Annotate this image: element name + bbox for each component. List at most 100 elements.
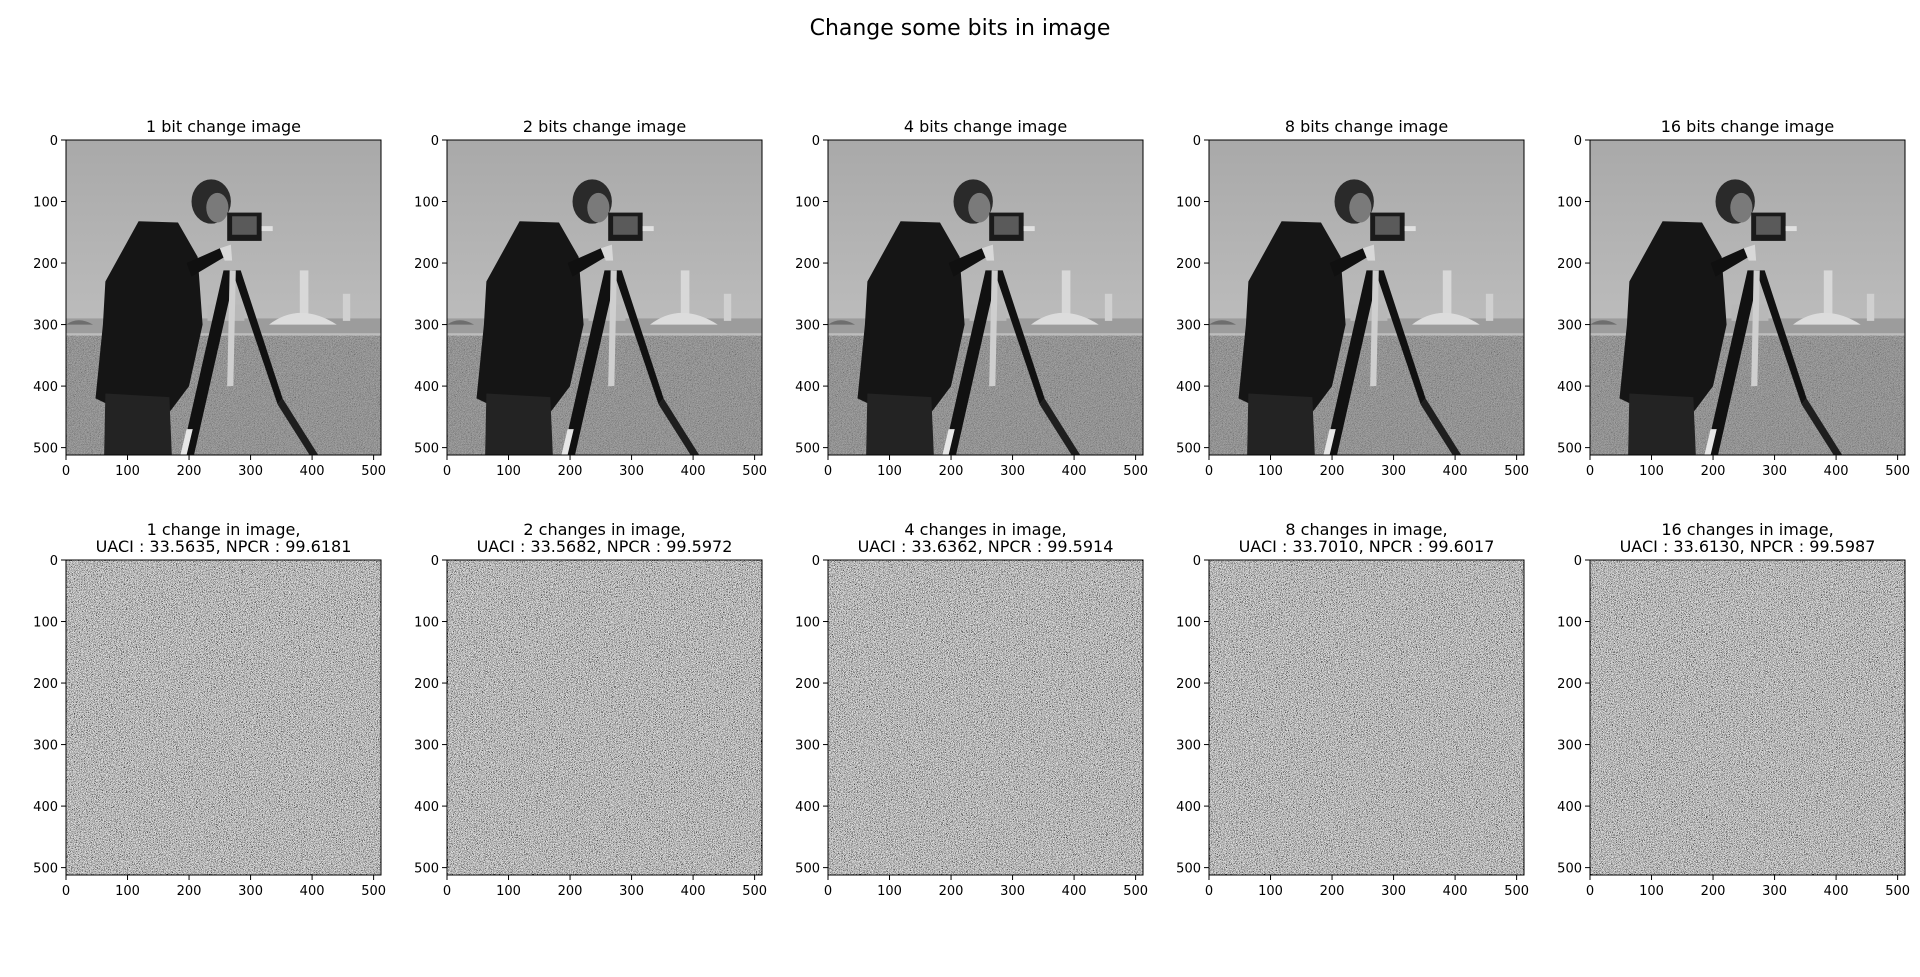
- y-tick-label: 100: [414, 616, 439, 631]
- x-tick-label: 500: [1123, 464, 1148, 479]
- y-tick-label: 300: [414, 319, 439, 334]
- y-tick-label: 300: [795, 319, 820, 334]
- panel-title: 8 changes in image,: [1285, 520, 1447, 539]
- y-tick-label: 200: [795, 677, 820, 692]
- y-tick-label: 200: [33, 257, 58, 272]
- x-tick-label: 200: [177, 464, 202, 479]
- image-panel-8: 0 100 200 300 400 500 0 100 200 300 400 500 4 change…: [795, 520, 1148, 899]
- y-tick-label: 500: [795, 862, 820, 877]
- panel-title: UACI : 33.5635, NPCR : 99.6181: [96, 537, 352, 556]
- x-tick-label: 200: [939, 464, 964, 479]
- y-tick-label: 300: [1557, 739, 1582, 754]
- x-tick-label: 400: [1443, 884, 1468, 899]
- y-tick-label: 0: [50, 554, 58, 569]
- axes-frame: [1208, 139, 1525, 456]
- y-tick-label: 0: [812, 554, 820, 569]
- y-tick-label: 0: [812, 134, 820, 149]
- y-tick-label: 500: [795, 442, 820, 457]
- y-tick-label: 0: [1574, 554, 1582, 569]
- x-tick-label: 300: [1762, 464, 1787, 479]
- x-tick-label: 200: [1320, 884, 1345, 899]
- axes-frame: [446, 139, 763, 456]
- y-tick-label: 200: [1557, 257, 1582, 272]
- x-tick-label: 200: [939, 884, 964, 899]
- y-tick-label: 100: [795, 196, 820, 211]
- axes-frame: [827, 559, 1144, 876]
- cameraman-image: [1209, 140, 1524, 455]
- x-tick-label: 200: [1701, 884, 1726, 899]
- axes-frame: [827, 139, 1144, 456]
- x-tick-label: 500: [361, 884, 386, 899]
- y-tick-label: 100: [1176, 616, 1201, 631]
- image-panel-6: 0 100 200 300 400 500 0 100 200 300 400 500 1 change…: [33, 520, 386, 899]
- y-tick-label: 0: [1193, 134, 1201, 149]
- x-tick-label: 500: [1885, 464, 1910, 479]
- y-tick-label: 0: [431, 134, 439, 149]
- y-tick-label: 500: [1176, 862, 1201, 877]
- axes-frame: [1208, 559, 1525, 876]
- x-tick-label: 100: [1639, 464, 1664, 479]
- y-tick-label: 300: [1557, 319, 1582, 334]
- y-tick-label: 100: [1176, 196, 1201, 211]
- panel-title: UACI : 33.6130, NPCR : 99.5987: [1620, 537, 1876, 556]
- y-tick-label: 300: [33, 319, 58, 334]
- y-tick-label: 100: [33, 616, 58, 631]
- y-tick-label: 300: [1176, 739, 1201, 754]
- figure-title: Change some bits in image: [809, 16, 1111, 41]
- x-tick-label: 500: [1504, 884, 1529, 899]
- x-tick-label: 0: [443, 464, 451, 479]
- x-tick-label: 400: [1443, 464, 1468, 479]
- x-tick-label: 100: [1258, 884, 1283, 899]
- y-tick-label: 500: [1557, 862, 1582, 877]
- x-tick-label: 300: [619, 464, 644, 479]
- x-tick-label: 400: [1824, 884, 1849, 899]
- x-tick-label: 100: [877, 884, 902, 899]
- x-tick-label: 100: [1639, 884, 1664, 899]
- noise-image: [66, 560, 381, 875]
- y-tick-label: 300: [33, 739, 58, 754]
- y-tick-label: 400: [1557, 380, 1582, 395]
- cameraman-image: [66, 140, 381, 455]
- x-tick-label: 0: [1205, 884, 1213, 899]
- x-tick-label: 0: [824, 884, 832, 899]
- y-tick-label: 500: [33, 442, 58, 457]
- axes-frame: [65, 559, 382, 876]
- y-tick-label: 0: [431, 554, 439, 569]
- x-tick-label: 300: [1762, 884, 1787, 899]
- x-tick-label: 100: [115, 464, 140, 479]
- cameraman-image: [828, 140, 1143, 455]
- x-tick-label: 100: [877, 464, 902, 479]
- y-tick-label: 400: [33, 800, 58, 815]
- panel-title: 2 changes in image,: [523, 520, 685, 539]
- panel-title: 16 changes in image,: [1661, 520, 1833, 539]
- axes-frame: [65, 139, 382, 456]
- image-panel-4: 0 100 200 300 400 500 0 100 200 300 400 500 8 bits c…: [1176, 117, 1529, 479]
- x-tick-label: 500: [1885, 884, 1910, 899]
- image-panel-7: 0 100 200 300 400 500 0 100 200 300 400 500 2 change…: [414, 520, 767, 899]
- x-tick-label: 300: [238, 884, 263, 899]
- panel-title: 1 bit change image: [146, 117, 301, 136]
- y-tick-label: 500: [33, 862, 58, 877]
- panel-title: UACI : 33.5682, NPCR : 99.5972: [477, 537, 733, 556]
- x-tick-label: 400: [300, 464, 325, 479]
- y-tick-label: 400: [795, 380, 820, 395]
- y-tick-label: 300: [414, 739, 439, 754]
- y-tick-label: 500: [1557, 442, 1582, 457]
- y-tick-label: 200: [795, 257, 820, 272]
- y-tick-label: 200: [1176, 257, 1201, 272]
- x-tick-label: 0: [1586, 884, 1594, 899]
- y-tick-label: 400: [414, 800, 439, 815]
- noise-image: [1209, 560, 1524, 875]
- noise-image: [447, 560, 762, 875]
- x-tick-label: 100: [115, 884, 140, 899]
- x-tick-label: 0: [824, 464, 832, 479]
- y-tick-label: 0: [50, 134, 58, 149]
- x-tick-label: 100: [496, 884, 521, 899]
- y-tick-label: 400: [1176, 800, 1201, 815]
- y-tick-label: 200: [1557, 677, 1582, 692]
- y-tick-label: 200: [414, 677, 439, 692]
- y-tick-label: 100: [1557, 616, 1582, 631]
- y-tick-label: 200: [33, 677, 58, 692]
- x-tick-label: 0: [1205, 464, 1213, 479]
- y-tick-label: 0: [1193, 554, 1201, 569]
